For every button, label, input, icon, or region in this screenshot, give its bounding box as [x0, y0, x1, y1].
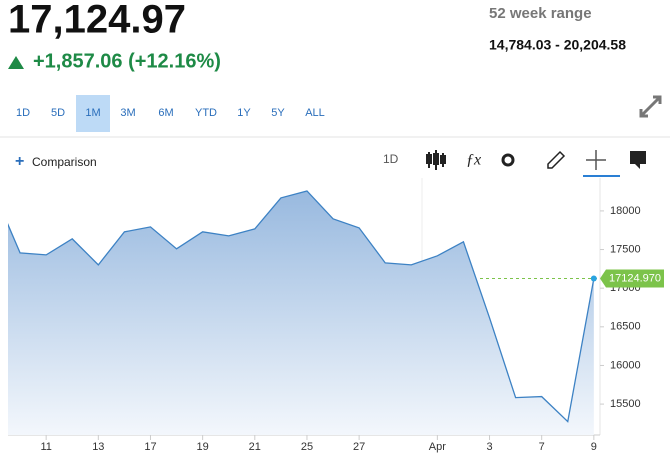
range-label: 52 week range	[489, 5, 592, 22]
tab[interactable]: ALL	[305, 107, 325, 119]
x-tick-label: 27	[353, 441, 365, 453]
x-tick-label: Apr	[429, 441, 446, 453]
up-arrow	[8, 56, 24, 69]
news-icon[interactable]	[630, 151, 646, 169]
area-fill	[8, 190, 594, 435]
tab[interactable]: 1Y	[237, 107, 251, 119]
price: 17,124.97	[8, 0, 186, 42]
tab[interactable]: 3M	[120, 107, 135, 119]
tab[interactable]: 5Y	[271, 107, 285, 119]
y-tick-label: 15500	[610, 398, 641, 410]
last-price-label: 17124.970	[609, 272, 661, 284]
fx-icon[interactable]: ƒx	[466, 152, 481, 169]
y-tick-label: 16500	[610, 321, 641, 333]
candle-icon[interactable]	[426, 150, 446, 170]
range-value: 14,784.03 - 20,204.58	[489, 37, 626, 53]
x-tick-label: 13	[92, 441, 104, 453]
settings-icon[interactable]	[501, 153, 515, 167]
plot	[8, 190, 595, 435]
y-tick-label: 17500	[610, 243, 641, 255]
x-tick-label: 17	[144, 441, 156, 453]
y-tick-label: 16000	[610, 359, 641, 371]
x-tick-label: 21	[249, 441, 261, 453]
last-point	[590, 275, 597, 282]
x-tick-label: 11	[40, 441, 51, 453]
expand-icon[interactable]	[639, 95, 662, 118]
crosshair-icon[interactable]	[586, 150, 606, 170]
last-price-tag	[600, 269, 664, 288]
tab[interactable]: YTD	[195, 107, 217, 119]
pencil-icon[interactable]	[547, 150, 566, 169]
tab[interactable]: 1D	[16, 107, 30, 119]
x-tick-label: 19	[197, 441, 209, 453]
tab[interactable]: 6M	[158, 107, 173, 119]
interval[interactable]: 1D	[383, 152, 399, 166]
tabs: 1D 5D 1M 3M 6M YTD 1Y 5Y ALL	[16, 95, 325, 132]
x-tick-label: 7	[539, 441, 545, 453]
price-line	[8, 190, 595, 423]
x-tick-label: 25	[301, 441, 313, 453]
tab[interactable]: 1M	[85, 107, 100, 119]
plus-icon[interactable]: +	[15, 153, 24, 170]
y-tick-label: 18000	[610, 205, 641, 217]
x-tick-label: 9	[591, 441, 597, 453]
x-tick-label: 3	[486, 441, 492, 453]
comparison[interactable]: Comparison	[32, 155, 97, 169]
tab[interactable]: 5D	[51, 107, 65, 119]
price-change: +1,857.06 (+12.16%)	[33, 50, 221, 72]
tab-selected-bg	[76, 95, 110, 132]
